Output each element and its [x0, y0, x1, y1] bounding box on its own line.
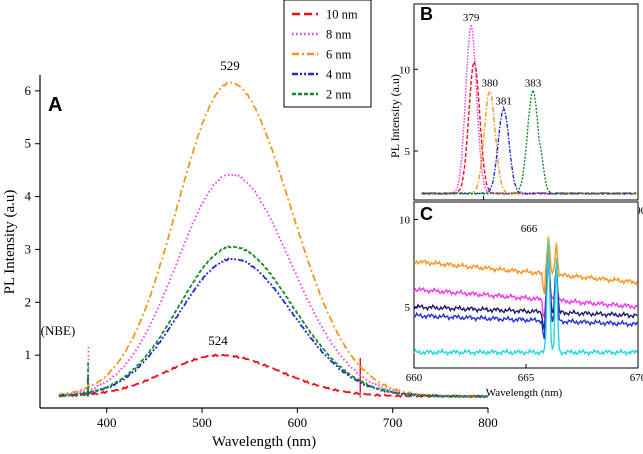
- panel-c-peak-label: 666: [521, 223, 538, 235]
- panel-a-ylabel: PL Intensity (a.u): [2, 190, 18, 295]
- panel-a-ytick-label: 4: [25, 189, 32, 204]
- panel-a-ytick-label: 1: [25, 347, 32, 362]
- legend-label-10-nm: 10 nm: [326, 8, 358, 22]
- panel-c: 660 665 670 5 10 C 666 Wavelength (nm): [399, 201, 643, 399]
- panel-a-xtick-label: 600: [288, 415, 308, 430]
- curve-4-nm: [58, 257, 489, 399]
- peak-label-524: 524: [208, 333, 228, 348]
- panel-a-label: A: [48, 94, 62, 116]
- curve-6-nm: [58, 81, 489, 399]
- panel-a-xlabel: Wavelength (nm): [212, 434, 316, 450]
- panel-c-xtick-label: 665: [518, 372, 535, 384]
- legend: 10 nm 8 nm 6 nm 4 nm 2 nm: [283, 0, 372, 108]
- panel-a-ytick-label: 3: [25, 241, 32, 256]
- panel-b-ytick-label: 5: [405, 146, 411, 158]
- panel-c-ytick-label: 10: [399, 214, 411, 226]
- panel-a: 400 500 600 700 800 1 2 3 4 5 6 A Wavelength (nm)…: [2, 0, 498, 450]
- legend-label-6-nm: 6 nm: [326, 48, 352, 62]
- panel-b-peak-label: 379: [463, 12, 480, 24]
- panel-c-curve-4-nm-dark: [413, 250, 638, 330]
- panel-c-ytick-label: 5: [405, 302, 411, 314]
- panel-a-xtick-label: 800: [478, 415, 498, 430]
- panel-c-curve-8-nm: [413, 262, 638, 320]
- panel-c-xlabel: Wavelength (nm): [486, 387, 563, 399]
- panel-c-curve-4-nm: [413, 255, 638, 340]
- panel-b-frame: [413, 3, 639, 201]
- panel-b-peak-label: 380: [481, 78, 498, 90]
- panel-c-curve-2-nm: [413, 241, 638, 357]
- panel-a-xtick-label: 700: [383, 415, 403, 430]
- panel-b-ytick-label: 10: [399, 64, 411, 76]
- peak-label-529: 529: [220, 58, 240, 73]
- panel-b-curve-10-nm: [421, 59, 637, 195]
- panel-b-curve-2-nm: [421, 87, 637, 195]
- legend-label-4-nm: 4 nm: [326, 68, 352, 82]
- panel-a-ytick-label: 6: [25, 83, 32, 98]
- panel-c-xtick-label: 670: [630, 372, 643, 384]
- curve-10-nm: [58, 353, 489, 399]
- nbe-label: (NBE): [41, 323, 76, 338]
- curve-2-nm: [58, 245, 489, 399]
- panel-a-xtick-label: 400: [97, 415, 117, 430]
- panel-c-frame: [413, 201, 639, 369]
- legend-box: [283, 0, 372, 108]
- legend-label-2-nm: 2 nm: [326, 88, 352, 102]
- panel-c-label: C: [420, 204, 433, 224]
- panel-a-ytick-label: 5: [25, 136, 32, 151]
- panel-a-xtick-label: 500: [192, 415, 212, 430]
- panel-b-peak-label: 381: [495, 96, 512, 108]
- legend-label-8-nm: 8 nm: [326, 28, 352, 42]
- panel-c-xtick-label: 660: [406, 372, 423, 384]
- panel-a-ytick-label: 2: [25, 294, 32, 309]
- panel-b-label: B: [420, 4, 433, 24]
- panel-b-peak-label: 383: [525, 78, 542, 90]
- panel-c-curve-6-nm: [413, 236, 638, 295]
- panel-b-ylabel: PL Intensity (a.u): [388, 74, 402, 158]
